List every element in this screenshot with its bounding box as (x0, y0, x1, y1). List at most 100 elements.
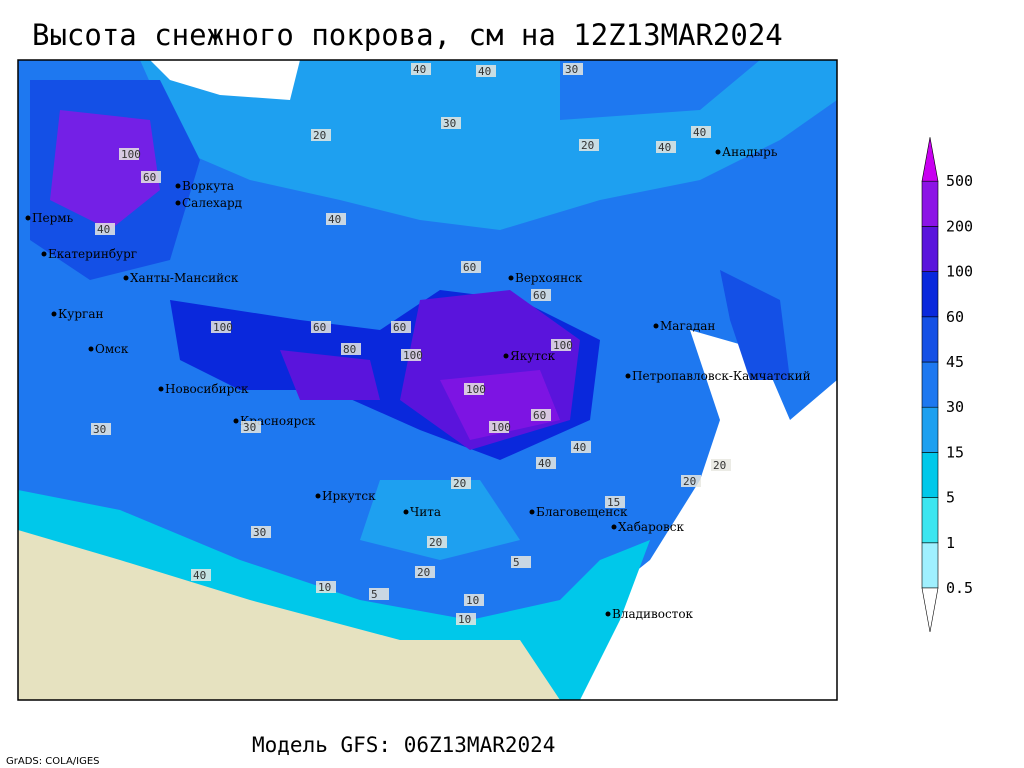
colorbar-label: 100 (946, 263, 973, 281)
contour-label: 20 (313, 129, 326, 142)
city-label: Воркута (182, 179, 234, 193)
contour-label: 100 (553, 339, 573, 352)
contour-label-box (251, 526, 271, 538)
contour-label: 10 (466, 594, 479, 607)
city-label: Якутск (510, 349, 556, 363)
contour-label: 60 (393, 321, 406, 334)
contour-label-box (476, 65, 496, 77)
contour-label: 100 (403, 349, 423, 362)
contour-label: 20 (713, 459, 726, 472)
contour-label-box (311, 129, 331, 141)
city-dot (175, 183, 181, 189)
contour-label: 20 (429, 536, 442, 549)
contour-label-box (341, 343, 361, 355)
city-label: Курган (58, 307, 103, 321)
contour-label: 60 (463, 261, 476, 274)
contour-label-box (681, 475, 701, 487)
contour-label-box (326, 213, 346, 225)
contour-label-box (391, 321, 411, 333)
city-label: Ханты-Мансийск (130, 271, 239, 285)
contour-label-box (563, 63, 583, 75)
contour-label: 40 (328, 213, 341, 226)
city-dot (315, 493, 321, 499)
contour-label: 60 (533, 289, 546, 302)
city-label: Омск (95, 342, 129, 356)
city-dot (41, 251, 47, 257)
city-label: Иркутск (322, 489, 376, 503)
contour-label: 60 (533, 409, 546, 422)
contour-label-box (95, 223, 115, 235)
contour-label: 30 (253, 526, 266, 539)
contour-label: 100 (121, 148, 141, 161)
contour-label-box (119, 148, 139, 160)
contour-label: 40 (538, 457, 551, 470)
city-label: Анадырь (722, 145, 778, 159)
contour-label-box (489, 421, 509, 433)
contour-label-box (456, 613, 476, 625)
contour-label-box (441, 117, 461, 129)
city-dot (158, 386, 164, 392)
city-dot (529, 509, 535, 515)
city-label: Благовещенск (536, 505, 628, 519)
contour-label: 10 (458, 613, 471, 626)
colorbar-high (921, 137, 939, 182)
contour-label-box (316, 581, 336, 593)
contour-label: 40 (193, 569, 206, 582)
contour-label: 40 (478, 65, 491, 78)
colorbar-label: 0.5 (946, 579, 973, 597)
city-dot (503, 353, 509, 359)
colorbar-segment (921, 180, 939, 227)
colorbar-label: 500 (946, 172, 973, 190)
city-label: Салехард (182, 196, 242, 210)
contour-label-box (91, 423, 111, 435)
colorbar-label: 1 (946, 534, 955, 552)
city-label: Петропавловск-Камчатский (632, 369, 811, 383)
city-dot (625, 373, 631, 379)
colorbar-label: 30 (946, 398, 964, 416)
city-dot (653, 323, 659, 329)
contour-label: 30 (243, 421, 256, 434)
city-dot (233, 418, 239, 424)
colorbar-label: 15 (946, 443, 964, 461)
contour-label: 60 (143, 171, 156, 184)
contour-label-box (605, 496, 625, 508)
colorbar-label: 60 (946, 308, 964, 326)
contour-label-box (464, 594, 484, 606)
city-label: Хабаровск (618, 520, 684, 534)
city-dot (51, 311, 57, 317)
city-label: Пермь (32, 211, 74, 225)
contour-label-box (536, 457, 556, 469)
contour-label: 5 (513, 556, 520, 569)
credit: GrADS: COLA/IGES (6, 756, 100, 767)
colorbar-label: 45 (946, 353, 964, 371)
contour-label: 40 (97, 223, 110, 236)
colorbar-label: 200 (946, 217, 973, 235)
contour-label: 30 (565, 63, 578, 76)
colorbar-segment (921, 452, 939, 498)
contour-label: 100 (213, 321, 233, 334)
city-dot (508, 275, 514, 281)
contour-label: 20 (581, 139, 594, 152)
contour-label: 60 (313, 321, 326, 334)
contour-label: 20 (417, 566, 430, 579)
contour-label-box (427, 536, 447, 548)
city-dot (715, 149, 721, 155)
contour-label: 40 (413, 63, 426, 76)
city-dot (175, 200, 181, 206)
contour-label-box (551, 339, 571, 351)
bare-land (18, 530, 560, 700)
city-label: Верхоянск (515, 271, 583, 285)
contour-label-box (415, 566, 435, 578)
contour-label-box (579, 139, 599, 151)
contour-label: 100 (491, 421, 511, 434)
contour-label: 80 (343, 343, 356, 356)
contour-label-box (464, 383, 484, 395)
city-dot (123, 275, 129, 281)
map (18, 60, 837, 700)
contour-label: 10 (318, 581, 331, 594)
contour-label: 15 (607, 496, 620, 509)
city-dot (611, 524, 617, 530)
contour-label-box (531, 409, 551, 421)
title: Высота снежного покрова, см на 12Z13MAR2… (32, 18, 783, 52)
